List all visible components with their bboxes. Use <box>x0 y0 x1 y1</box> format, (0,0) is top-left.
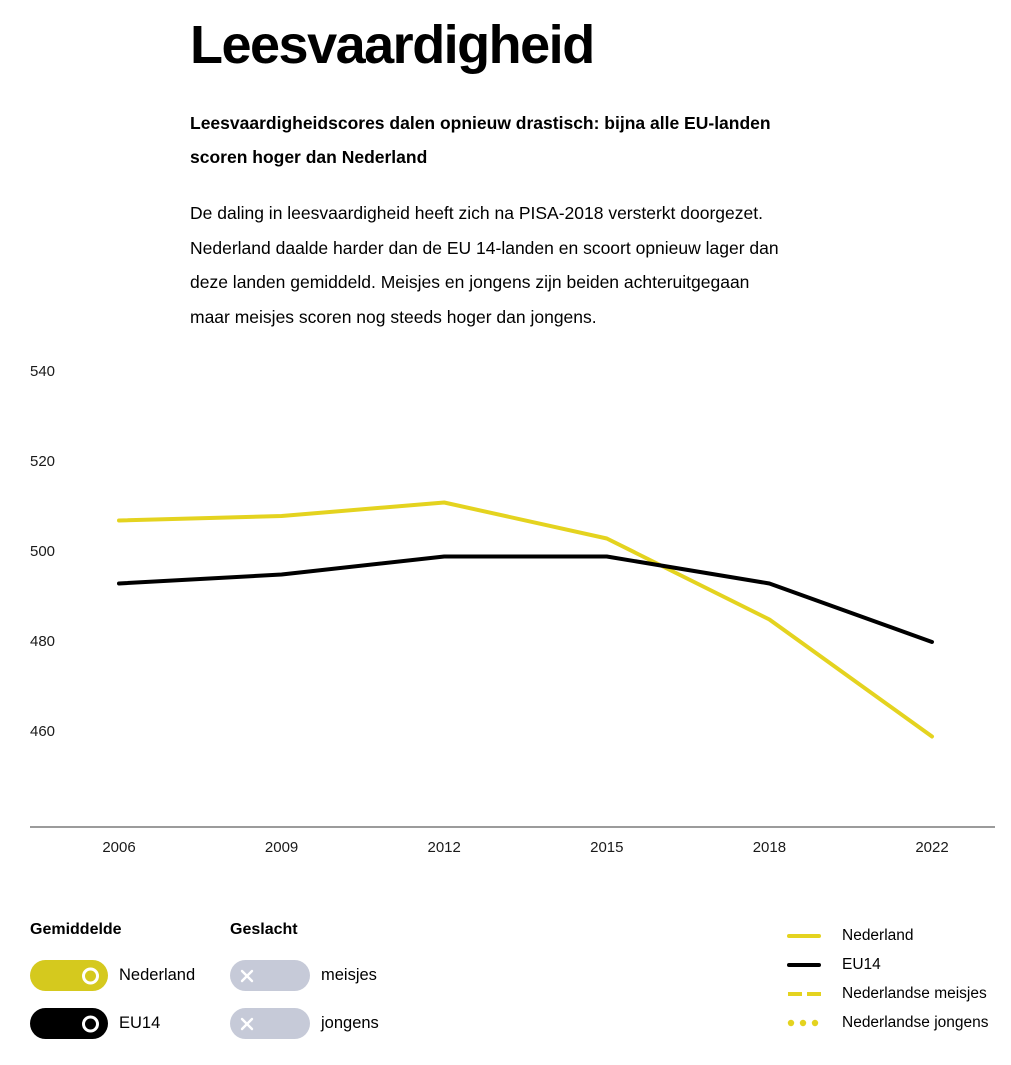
legend-label: Nederland <box>842 927 914 944</box>
paragraph-line: Nederland daalde harder dan de EU 14-lan… <box>190 237 779 258</box>
jongens-toggle-label: jongens <box>321 1014 379 1032</box>
nederland-toggle[interactable] <box>30 960 108 991</box>
legend-label: Nederlandse meisjes <box>842 985 987 1002</box>
x-axis-tick-label: 2018 <box>752 839 787 856</box>
y-axis-tick-label: 460 <box>30 723 56 740</box>
x-axis-tick-label: 2009 <box>264 839 299 856</box>
legend-label: Nederlandse jongens <box>842 1014 989 1031</box>
legend-label: EU14 <box>842 956 881 973</box>
y-axis-tick-label: 520 <box>30 453 56 470</box>
line-series-nederland <box>117 500 934 739</box>
dashed-line-swatch-icon <box>788 992 821 996</box>
nederland-toggle-label: Nederland <box>119 966 196 984</box>
x-axis-tick-label: 2006 <box>102 839 136 856</box>
chart-subtitle: Leesvaardigheidscores dalen opnieuw dras… <box>190 106 870 174</box>
description-paragraph: De daling in leesvaardigheid heeft zich … <box>190 196 890 334</box>
legend-item-eu14: EU14 <box>786 955 881 975</box>
paragraph-line: De daling in leesvaardigheid heeft zich … <box>190 203 763 223</box>
x-axis-tick-label: 2012 <box>427 839 461 856</box>
toggle-on-ring-icon <box>82 967 99 984</box>
gemiddelde-section-title: Gemiddelde <box>30 921 122 938</box>
toggle-row-eu14: EU14 <box>30 1008 160 1039</box>
geslacht-section-title: Geslacht <box>230 921 298 938</box>
toggle-row-jongens: jongens <box>230 1008 379 1039</box>
legend-item-nederlandse-meisjes: Nederlandse meisjes <box>786 984 987 1004</box>
toggle-row-meisjes: meisjes <box>230 960 377 991</box>
paragraph-line: deze landen gemiddeld. Meisjes en jongen… <box>190 272 750 292</box>
toggle-off-x-icon <box>240 969 254 982</box>
eu14-toggle[interactable] <box>30 1008 108 1039</box>
x-axis-tick-label: 2015 <box>590 839 624 856</box>
y-axis-tick-label: 540 <box>30 363 56 380</box>
dotted-line-swatch-icon <box>787 1019 819 1027</box>
page-title: Leesvaardigheid <box>190 15 595 75</box>
legend-item-nederland: Nederland <box>786 926 914 946</box>
x-axis-tick-label: 2022 <box>915 839 949 856</box>
solid-line-swatch-icon <box>787 963 821 967</box>
solid-line-swatch-icon <box>787 934 821 938</box>
toggle-row-nederland: Nederland <box>30 960 195 991</box>
jongens-toggle[interactable] <box>230 1008 310 1039</box>
toggle-on-ring-icon <box>82 1015 99 1032</box>
eu14-toggle-label: EU14 <box>119 1014 161 1032</box>
legend-item-nederlandse-jongens: Nederlandse jongens <box>786 1013 989 1033</box>
y-axis-tick-label: 480 <box>30 633 56 650</box>
subtitle-line: scoren hoger dan Nederland <box>190 147 428 167</box>
toggle-off-x-icon <box>240 1017 254 1030</box>
y-axis-tick-label: 500 <box>30 543 56 560</box>
paragraph-line: maar meisjes scoren nog steeds hoger dan… <box>190 306 597 327</box>
meisjes-toggle[interactable] <box>230 960 310 991</box>
line-series-eu14 <box>117 554 934 644</box>
subtitle-line: Leesvaardigheidscores dalen opnieuw dras… <box>190 113 771 133</box>
meisjes-toggle-label: meisjes <box>321 966 377 984</box>
